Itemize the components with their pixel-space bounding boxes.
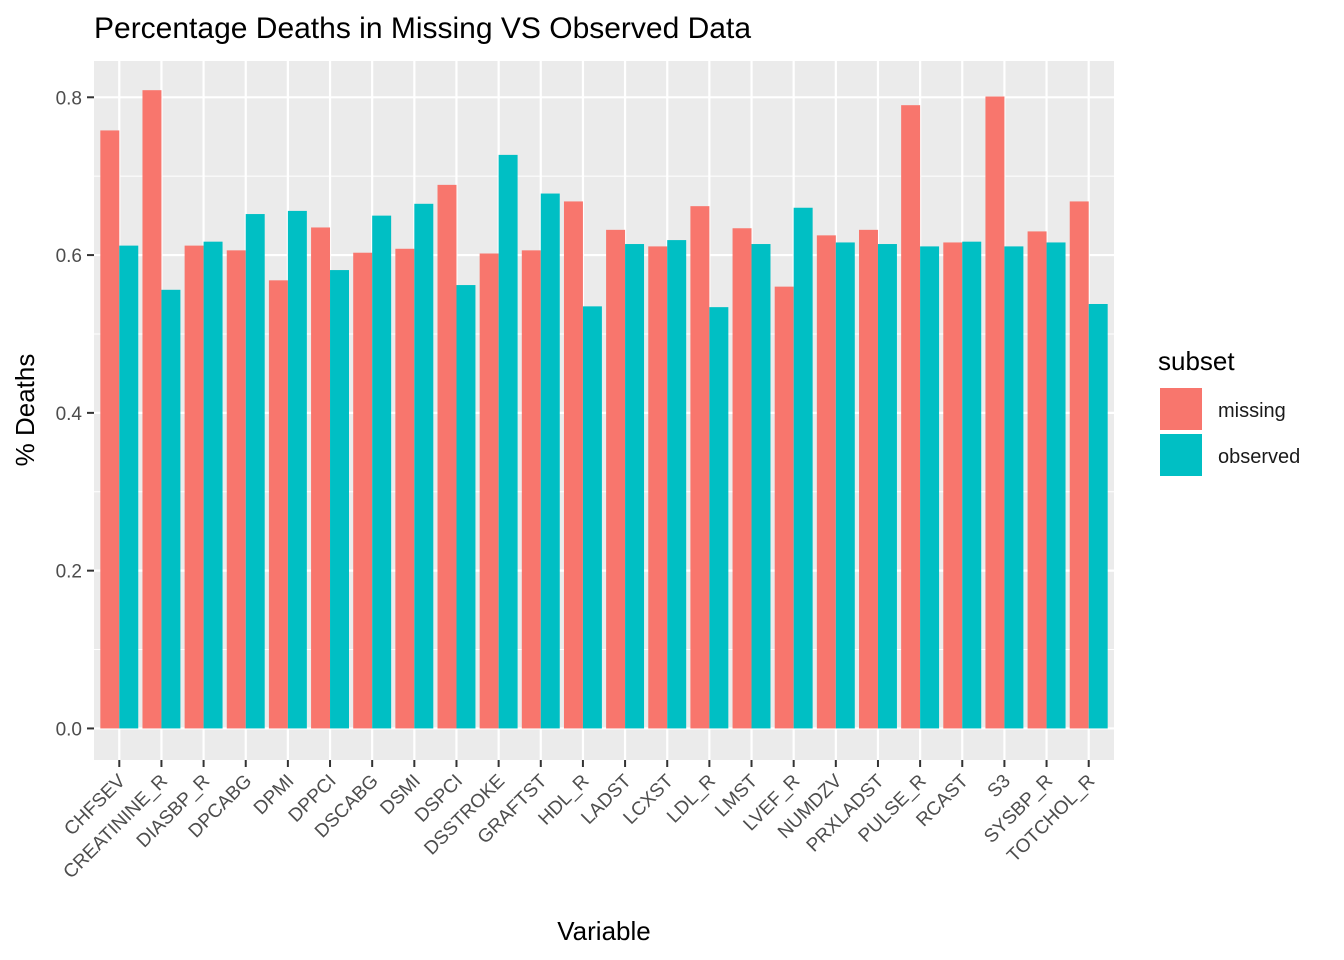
bar-missing [859, 229, 878, 729]
bar-missing [395, 248, 415, 729]
bar-missing [985, 96, 1005, 729]
bar-observed [920, 246, 940, 729]
bar-observed [245, 214, 265, 729]
y-tick-label: 0.2 [56, 562, 82, 583]
bar-observed [877, 244, 897, 729]
bar-observed [582, 306, 602, 729]
bar-missing [437, 184, 457, 729]
legend-label-observed: observed [1218, 446, 1300, 468]
y-tick-label: 0.4 [56, 404, 83, 425]
bar-missing [184, 245, 204, 729]
bar-observed [625, 244, 645, 729]
bar-missing [100, 130, 120, 729]
bar-observed [1088, 303, 1108, 729]
bar-observed [414, 203, 434, 729]
bar-missing [774, 286, 794, 729]
y-axis: 0.0 0.2 0.4 0.6 0.8 [56, 88, 94, 740]
bar-observed [751, 244, 771, 729]
bar-missing [142, 90, 162, 729]
bar-missing [606, 229, 626, 729]
x-axis: CHFSEVCREATININE_RDIASBP_RDPCABGDPMIDPPC… [60, 760, 1099, 883]
bar-missing [732, 228, 752, 729]
bar-observed [456, 285, 476, 729]
legend-swatch-missing [1160, 388, 1202, 430]
bar-observed [793, 207, 813, 729]
bar-observed [203, 241, 223, 729]
bar-missing [901, 105, 921, 729]
bar-observed [962, 241, 982, 729]
bar-missing [226, 250, 246, 729]
bar-observed [498, 154, 518, 729]
bar-missing [311, 227, 331, 729]
bar-observed [1004, 246, 1024, 729]
y-tick-label: 0.0 [56, 719, 82, 740]
bar-missing [563, 201, 583, 729]
bar-observed [1046, 242, 1066, 729]
y-axis-label: % Deaths [10, 354, 40, 467]
x-tick-label: S3 [984, 771, 1015, 802]
y-tick-label: 0.6 [56, 246, 82, 267]
bar-observed [161, 289, 181, 729]
bar-observed [119, 245, 139, 729]
bar-missing [690, 206, 710, 729]
bar-missing [268, 280, 288, 729]
bar-observed [287, 210, 307, 729]
legend-label-missing: missing [1218, 400, 1286, 422]
legend: subset missing observed [1158, 346, 1300, 476]
bar-observed [667, 240, 687, 729]
bar-missing [1027, 231, 1047, 729]
bar-missing [1069, 201, 1089, 729]
bar-missing [353, 252, 373, 729]
bar-missing [816, 235, 836, 729]
bar-observed [835, 242, 855, 729]
bar-observed [372, 215, 392, 729]
x-tick-label: LDL_R [663, 771, 720, 828]
bar-missing [943, 242, 963, 729]
bar-observed [540, 193, 560, 729]
x-axis-label: Variable [557, 916, 650, 946]
chart-title: Percentage Deaths in Missing VS Observed… [94, 12, 751, 45]
bar-missing [479, 253, 499, 729]
bars [100, 90, 1108, 729]
legend-title: subset [1158, 346, 1235, 376]
bar-observed [330, 270, 349, 729]
bar-missing [648, 246, 668, 729]
bar-observed [709, 307, 729, 729]
bar-missing [521, 250, 541, 729]
y-tick-label: 0.8 [56, 88, 82, 109]
legend-swatch-observed [1160, 434, 1202, 476]
